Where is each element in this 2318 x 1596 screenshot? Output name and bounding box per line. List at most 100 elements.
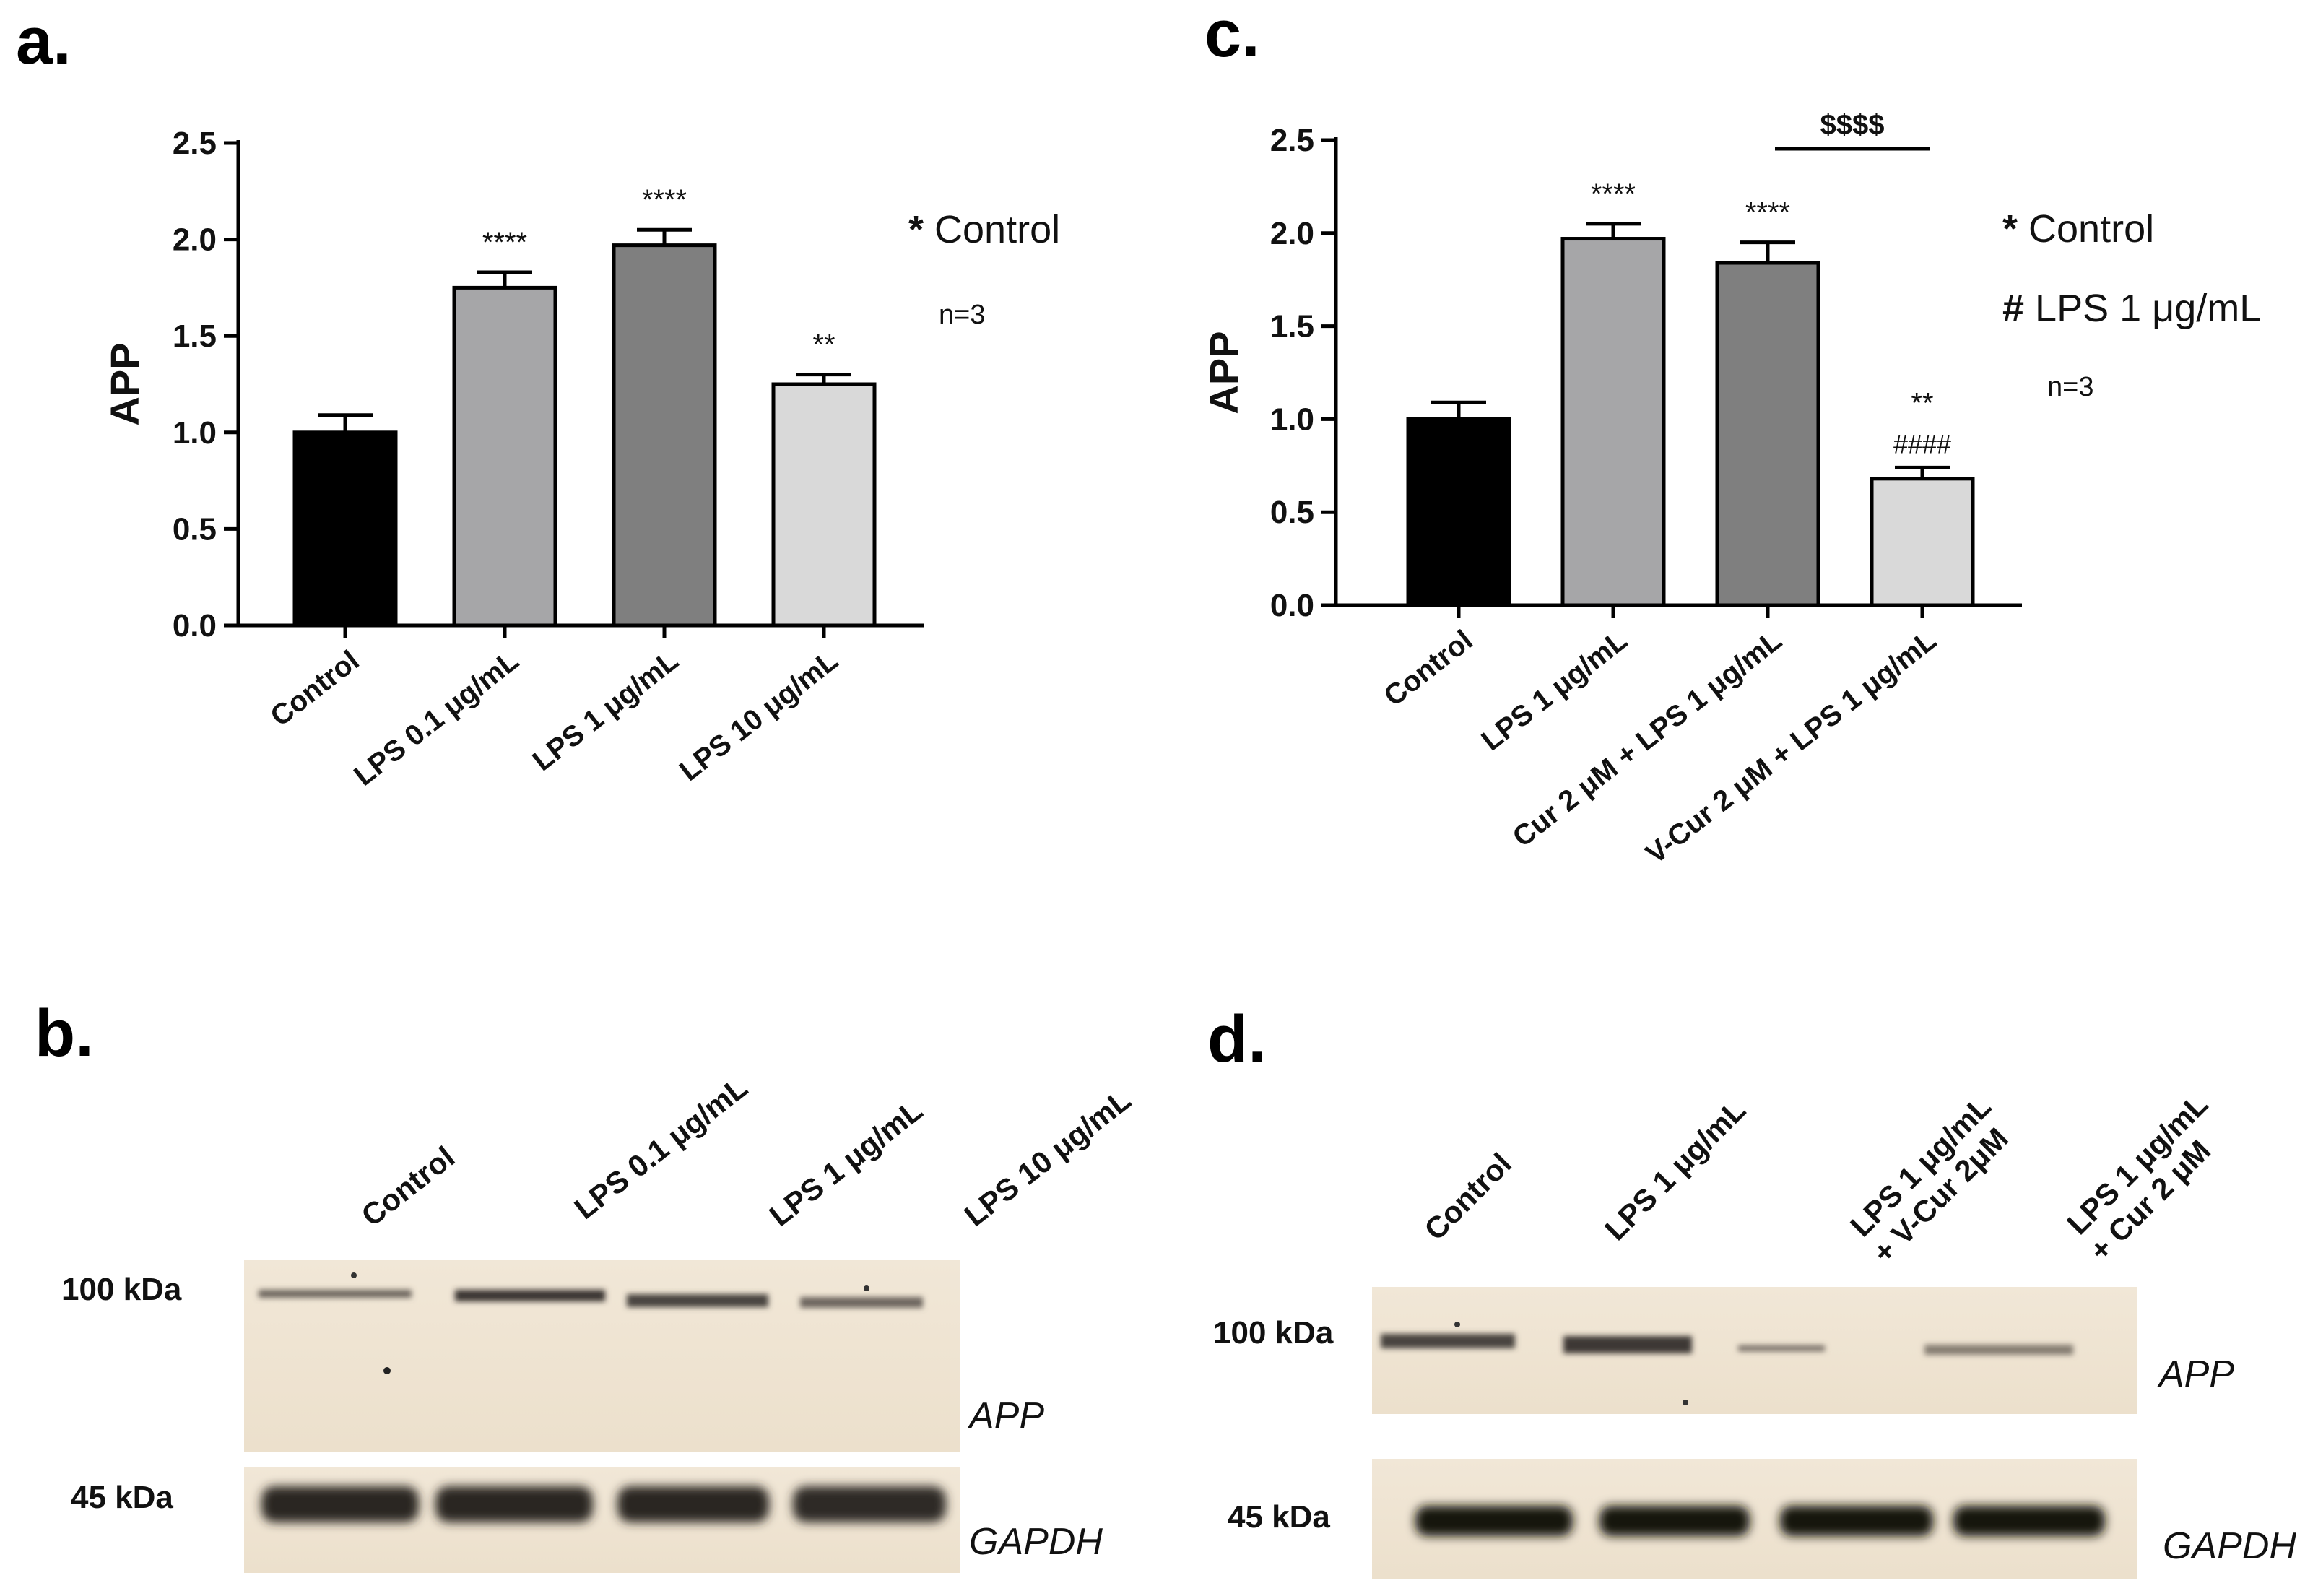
blot-speck: [383, 1367, 391, 1374]
band: [627, 1294, 768, 1307]
band: [1924, 1345, 2073, 1355]
blot-d-gapdh-bands: [1415, 1506, 2105, 1536]
y-tick-label: 2.5: [1270, 123, 1314, 158]
blot-speck: [864, 1285, 869, 1291]
blot-b-lane-label: LPS 1 μg/mL: [763, 1093, 929, 1233]
y-tick-label: 2.0: [173, 222, 217, 258]
legend-entry: # LPS 1 μg/mL: [2002, 287, 2261, 330]
blot-b-gapdh-bands: [261, 1486, 946, 1522]
band: [793, 1486, 946, 1522]
x-category-label: LPS 1 μg/mL: [527, 644, 685, 777]
y-tick-label: 2.0: [1270, 216, 1314, 251]
blot-d-lane-label: Control: [1418, 1147, 1518, 1247]
blot-b-app-label: APP: [967, 1395, 1044, 1437]
y-tick-label: 0.5: [173, 511, 217, 547]
blot-d-lower-marker: 45 kDa: [1228, 1499, 1330, 1535]
blot-d-lane-label: LPS 1 μg/mL+ Cur 2 μM: [2058, 1087, 2239, 1267]
band: [617, 1486, 769, 1522]
chart-a-app-expression: 0.0 0.5 1.0 1.5 2.0 2.5 APP Control **** LPS 0.1 …: [102, 126, 1060, 792]
band: [1953, 1506, 2105, 1536]
panel-letter-c: c.: [1204, 0, 1260, 71]
band: [435, 1486, 593, 1522]
blot-speck: [1683, 1400, 1688, 1405]
band: [1563, 1336, 1692, 1353]
blot-speck: [351, 1272, 357, 1278]
significance-label: ****: [482, 227, 527, 259]
blot-d-app-label: APP: [2157, 1353, 2234, 1395]
sample-size-label: n=3: [939, 300, 985, 330]
blot-d-app-bands: [1381, 1322, 2073, 1405]
band: [259, 1290, 412, 1298]
band: [1780, 1506, 1933, 1536]
significance-label: ****: [642, 184, 687, 216]
blot-b-lane-label: Control: [355, 1140, 461, 1233]
sample-size-label: n=3: [2047, 372, 2093, 402]
y-tick-label: 1.5: [173, 318, 217, 354]
significance-label: **: [1911, 387, 1933, 419]
band: [800, 1297, 923, 1308]
legend-symbol: *: [908, 208, 924, 251]
y-tick-label: 0.0: [173, 608, 217, 643]
band: [1738, 1345, 1825, 1351]
y-tick-label: 1.0: [1270, 402, 1314, 437]
x-category-label: LPS 10 μg/mL: [674, 644, 844, 787]
y-tick-label: 2.5: [173, 126, 217, 161]
bar: [1560, 237, 1666, 607]
legend-text: LPS 1 μg/mL: [2024, 287, 2261, 330]
chart-c-app-expression: 0.0 0.5 1.0 1.5 2.0 2.5 APP Control **** LPS 1 μg…: [1201, 109, 2261, 870]
significance-label-lps: ####: [1893, 429, 1951, 459]
bar: [1870, 477, 1975, 607]
blot-d-gapdh-label: GAPDH: [2163, 1525, 2296, 1567]
blot-d-lane-line: LPS 1 μg/mL: [1598, 1093, 1752, 1246]
bar: [1715, 261, 1820, 607]
bracket-label: $$$$: [1820, 109, 1885, 141]
significance-label: ****: [1591, 178, 1636, 210]
panel-letter-d: d.: [1207, 1002, 1267, 1076]
x-category-label: V-Cur 2 μM + LPS 1 μg/mL: [1640, 624, 1942, 870]
x-category-label: LPS 1 μg/mL: [1476, 624, 1633, 757]
significance-label: **: [812, 329, 835, 361]
y-tick-label: 0.5: [1270, 495, 1314, 530]
band: [1415, 1506, 1573, 1536]
blot-d-lane-labels: Control LPS 1 μg/mL LPS 1 μg/mL+ V-Cur 2μM…: [1418, 1087, 2239, 1270]
y-tick-label: 1.5: [1270, 309, 1314, 344]
blot-b-gapdh-label: GAPDH: [969, 1521, 1103, 1563]
blot-d-lane-label: LPS 1 μg/mL+ V-Cur 2μM: [1841, 1089, 2022, 1270]
blot-d-lane-line: Control: [1418, 1147, 1518, 1247]
bar: [771, 382, 877, 628]
y-axis-label: APP: [1201, 331, 1246, 414]
western-blot-b: Control LPS 0.1 μg/mL LPS 1 μg/mL LPS 10 μg…: [61, 1070, 1137, 1573]
western-blot-d: Control LPS 1 μg/mL LPS 1 μg/mL+ V-Cur 2μM…: [1213, 1087, 2296, 1579]
blot-b-lane-label: LPS 0.1 μg/mL: [568, 1070, 754, 1226]
bar: [1406, 417, 1511, 607]
legend-entry: * Control: [2002, 207, 2154, 251]
significance-label: ****: [1745, 197, 1790, 229]
legend-symbol: #: [2002, 287, 2024, 330]
legend-entry: * Control: [908, 208, 1060, 251]
bar: [612, 243, 717, 628]
y-tick-label: 1.0: [173, 415, 217, 451]
blot-b-app-bands: [259, 1272, 923, 1374]
bar: [292, 430, 398, 628]
legend-text: Control: [2018, 207, 2154, 251]
panel-letter-a: a.: [16, 4, 71, 78]
blot-b-lane-label: LPS 10 μg/mL: [958, 1083, 1137, 1233]
x-category-label: Control: [264, 644, 365, 732]
legend-symbol: *: [2002, 207, 2018, 251]
bar: [452, 285, 557, 628]
blot-d-lane-label: LPS 1 μg/mL: [1598, 1093, 1752, 1246]
legend-text: Control: [924, 208, 1060, 251]
x-category-label: LPS 0.1 μg/mL: [348, 644, 524, 792]
band: [455, 1290, 605, 1301]
y-tick-label: 0.0: [1270, 588, 1314, 623]
blot-b-lower-marker: 45 kDa: [71, 1480, 173, 1515]
x-category-label: Control: [1378, 624, 1478, 712]
blot-speck: [1454, 1322, 1460, 1327]
x-category-label: Cur 2 μM + LPS 1 μg/mL: [1507, 624, 1788, 853]
blot-b-upper-marker: 100 kDa: [61, 1272, 182, 1307]
band: [1599, 1506, 1750, 1536]
band: [261, 1486, 419, 1522]
panel-letter-b: b.: [35, 997, 94, 1070]
blot-b-lane-labels: Control LPS 0.1 μg/mL LPS 1 μg/mL LPS 10 μg…: [355, 1070, 1137, 1233]
